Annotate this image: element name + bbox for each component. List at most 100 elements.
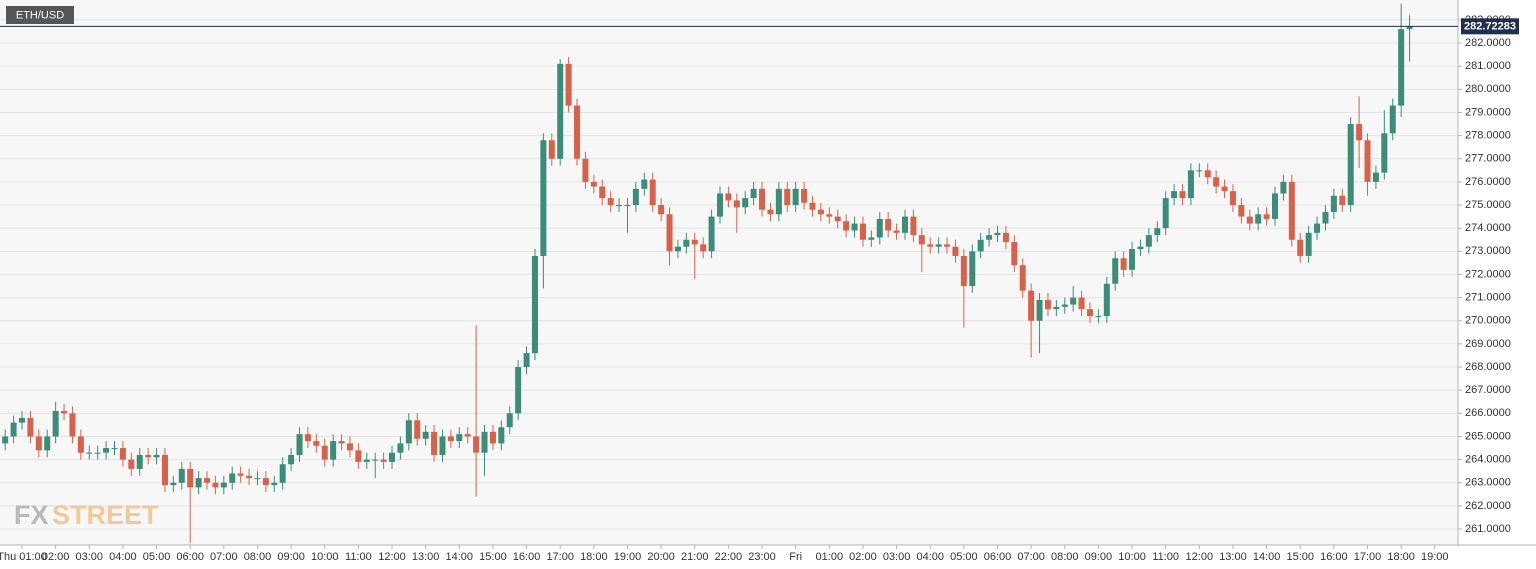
y-tick-label: 269.0000 <box>1465 338 1511 350</box>
candle-body <box>784 188 791 206</box>
x-tick-label: 14:00 <box>446 551 474 563</box>
candle-body <box>229 473 236 483</box>
candle-body <box>658 205 665 215</box>
candle-body <box>262 478 269 486</box>
candle-body <box>204 478 211 483</box>
candle-body <box>565 63 572 106</box>
candle-body <box>691 239 698 245</box>
candle-body <box>1137 246 1144 250</box>
candle-body <box>1112 258 1119 284</box>
candle-body <box>1129 249 1136 270</box>
candle-body <box>170 482 177 486</box>
candle-body <box>498 427 505 444</box>
candle-body <box>944 244 951 247</box>
candle-body <box>515 367 522 414</box>
candle-body <box>1272 193 1279 219</box>
candle-body <box>674 246 681 252</box>
candle-body <box>422 431 429 439</box>
x-tick-label: 12:00 <box>1186 551 1214 563</box>
x-tick-label: 02:00 <box>42 551 70 563</box>
candle-body <box>389 452 396 462</box>
x-tick-label: 11:00 <box>1152 551 1179 563</box>
y-tick-label: 270.0000 <box>1465 315 1511 327</box>
x-tick-label: 01:00 <box>816 551 844 563</box>
candle-body <box>1398 29 1405 106</box>
candle-body <box>363 459 370 462</box>
candle-body <box>447 436 454 442</box>
candle-body <box>977 239 984 252</box>
y-tick-label: 279.0000 <box>1465 106 1511 118</box>
candle-body <box>1246 216 1253 224</box>
candle-body <box>1305 232 1312 256</box>
candle-body <box>716 193 723 217</box>
candle-body <box>296 434 303 455</box>
candle-body <box>969 251 976 287</box>
x-tick-label: 08:00 <box>244 551 272 563</box>
candle-body <box>893 230 900 233</box>
y-tick-label: 262.0000 <box>1465 500 1511 512</box>
x-tick-label: 14:00 <box>1253 551 1281 563</box>
candle-body <box>708 216 715 252</box>
y-tick-label: 280.0000 <box>1465 83 1511 95</box>
candle-body <box>346 443 353 451</box>
x-tick-label: 07:00 <box>1017 551 1045 563</box>
y-tick-label: 261.0000 <box>1465 523 1511 535</box>
y-tick-label: 277.0000 <box>1465 153 1511 165</box>
candle-body <box>826 214 833 217</box>
candle-body <box>153 454 160 458</box>
candle-body <box>607 198 614 206</box>
candle-body <box>103 448 110 453</box>
candle-body <box>489 431 496 444</box>
y-tick-label: 271.0000 <box>1465 292 1511 304</box>
candle-body <box>666 214 673 252</box>
y-tick-label: 276.0000 <box>1465 176 1511 188</box>
candle-body <box>1145 235 1152 247</box>
x-tick-label: 08:00 <box>1051 551 1079 563</box>
candle-body <box>986 235 993 240</box>
candle-body <box>414 420 421 439</box>
candle-body <box>540 140 547 256</box>
y-tick-label: 275.0000 <box>1465 199 1511 211</box>
candle-body <box>330 441 337 460</box>
candle-body <box>1028 290 1035 321</box>
candle-body <box>843 221 850 231</box>
candle-body <box>851 223 858 231</box>
x-tick-label: 13:00 <box>1219 551 1247 563</box>
candle-body <box>809 202 816 210</box>
x-tick-label: 05:00 <box>143 551 171 563</box>
candle-body <box>279 464 286 483</box>
candle-body <box>1103 283 1110 317</box>
x-tick-label: 04:00 <box>916 551 944 563</box>
x-tick-label: 18:00 <box>580 551 608 563</box>
candle-body <box>876 218 883 238</box>
candle-body <box>10 422 17 437</box>
candle-body <box>918 235 925 245</box>
candle-body <box>94 452 101 454</box>
candle-body <box>27 417 34 437</box>
candle-body <box>464 434 471 437</box>
candle-body <box>574 105 581 159</box>
candle-body <box>801 188 808 203</box>
candle-body <box>481 431 488 453</box>
grid <box>0 19 1458 530</box>
candle-body <box>523 353 530 368</box>
candle-body <box>1314 223 1321 233</box>
candle-body <box>994 232 1001 236</box>
current-price-tag <box>1461 18 1519 35</box>
x-tick-label: 09:00 <box>1085 551 1113 563</box>
candle-body <box>742 198 749 208</box>
x-tick-label: 02:00 <box>849 551 877 563</box>
candle-body <box>86 452 93 454</box>
candle-body <box>304 434 311 442</box>
candle-body <box>1162 198 1169 229</box>
candle-body <box>1002 232 1009 243</box>
candle-body <box>397 443 404 453</box>
candle-body <box>187 468 194 488</box>
candles <box>2 3 1413 543</box>
x-tick-label: 03:00 <box>76 551 104 563</box>
candle-body <box>952 246 959 256</box>
candle-body <box>313 441 320 446</box>
candle-body <box>859 223 866 240</box>
candle-body <box>355 450 362 462</box>
candle-body <box>582 158 589 182</box>
